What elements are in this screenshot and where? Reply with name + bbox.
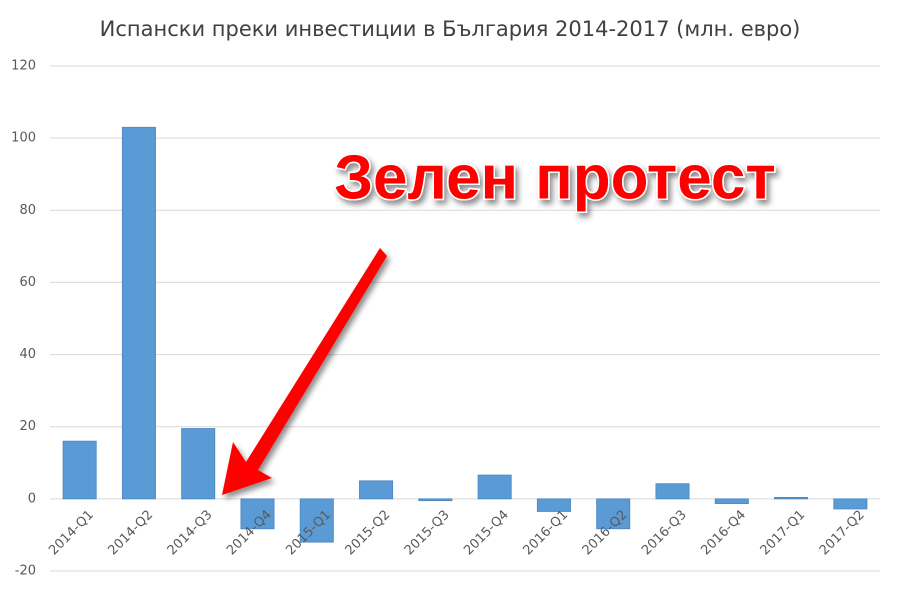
bar: [477, 474, 512, 500]
bar: [121, 126, 156, 500]
y-tick-label: 60: [19, 275, 36, 290]
x-tick-label: 2016-Q4: [698, 508, 749, 559]
y-tick-label: -20: [15, 564, 36, 579]
bar: [833, 498, 868, 510]
bar: [299, 498, 334, 543]
y-tick-label: 0: [28, 491, 36, 506]
x-tick-label: 2016-Q1: [520, 508, 571, 559]
bar: [536, 498, 571, 512]
y-tick-label: 100: [11, 131, 36, 146]
bar: [181, 428, 216, 500]
bar: [774, 497, 809, 500]
x-tick-label: 2016-Q3: [639, 508, 690, 559]
bar: [359, 480, 394, 500]
x-tick-label: 2014-Q1: [46, 508, 97, 559]
y-tick-label: 40: [19, 347, 36, 362]
y-tick-label: 120: [11, 59, 36, 74]
y-tick-label: 20: [19, 419, 36, 434]
x-tick-label: 2015-Q3: [402, 508, 453, 559]
x-tick-label: 2014-Q3: [165, 508, 216, 559]
bar: [714, 498, 749, 504]
x-tick-label: 2017-Q2: [817, 508, 868, 559]
arrow: [222, 248, 387, 495]
x-tick-label: 2017-Q1: [758, 508, 809, 559]
x-tick-label: 2015-Q4: [461, 508, 512, 559]
bar: [240, 498, 275, 530]
bar: [655, 483, 690, 500]
plot-area: -20 0 20 40 60 80 100 120 2014-Q1 2014-Q2 2014-Q3 2…: [11, 59, 880, 579]
bar: [418, 498, 453, 502]
chart-title: Испански преки инвестиции в България 201…: [100, 17, 801, 41]
x-tick-label: 2014-Q2: [105, 508, 156, 559]
bar: [62, 440, 97, 500]
x-tick-label: 2015-Q2: [343, 508, 394, 559]
annotation: Зелен протест: [334, 143, 776, 212]
bar: [596, 498, 631, 530]
y-tick-label: 80: [19, 203, 36, 218]
